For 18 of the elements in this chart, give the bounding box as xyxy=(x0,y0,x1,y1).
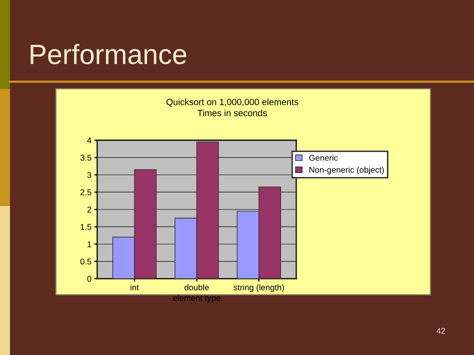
legend-label: Generic xyxy=(309,154,338,161)
x-tick-label: double xyxy=(184,284,209,290)
y-tick-label: 0.5 xyxy=(80,258,92,264)
text: 42 xyxy=(436,328,446,334)
chart-subtitle: Quicksort on 1,000,000 elements Times in seconds xyxy=(166,98,298,116)
chart-title: Performance xyxy=(30,44,186,64)
y-tick-label: 3 xyxy=(87,172,92,178)
x-axis-title: element type xyxy=(173,294,220,303)
y-tick-label: 2.5 xyxy=(80,189,92,196)
y-tick-label: 1.5 xyxy=(80,224,92,230)
x-tick-label: string (length) xyxy=(234,284,284,292)
y-tick-label: 1 xyxy=(88,241,92,248)
y-tick-label: 0 xyxy=(87,276,92,282)
x-tick-label: int xyxy=(130,284,139,290)
y-tick-label: 2 xyxy=(87,206,92,212)
y-tick-label: 4 xyxy=(87,138,92,144)
y-tick-label: 3.5 xyxy=(80,154,92,161)
legend-label: Non-generic (object) xyxy=(310,166,384,174)
